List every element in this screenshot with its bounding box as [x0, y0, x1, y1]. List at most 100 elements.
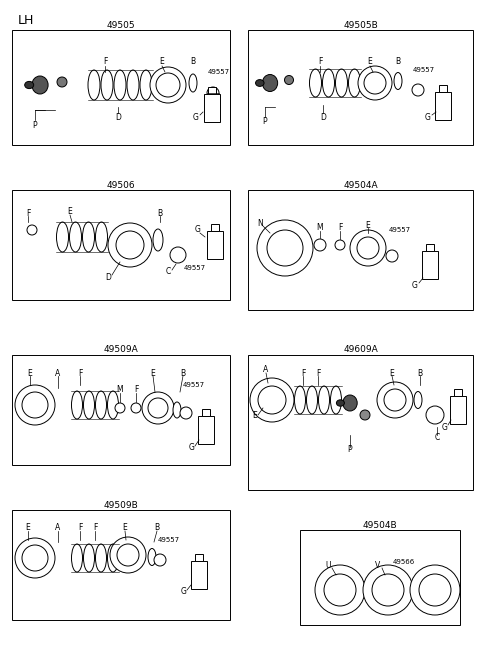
Circle shape	[377, 382, 413, 418]
Text: 49557: 49557	[158, 537, 180, 543]
Circle shape	[335, 240, 345, 250]
Text: 49506: 49506	[107, 181, 135, 189]
Text: V: V	[375, 561, 381, 569]
Ellipse shape	[348, 69, 360, 97]
Circle shape	[148, 398, 168, 418]
Text: E: E	[151, 369, 156, 377]
Ellipse shape	[127, 70, 139, 100]
Ellipse shape	[72, 391, 83, 419]
Circle shape	[108, 223, 152, 267]
Bar	[198, 416, 214, 444]
Text: P: P	[348, 445, 352, 455]
Text: F: F	[78, 369, 82, 377]
Circle shape	[170, 247, 186, 263]
Circle shape	[250, 378, 294, 422]
Circle shape	[419, 574, 451, 606]
Text: B: B	[155, 523, 159, 533]
Circle shape	[115, 403, 125, 413]
Text: N: N	[257, 219, 263, 227]
Ellipse shape	[96, 391, 107, 419]
Bar	[435, 92, 451, 120]
Ellipse shape	[114, 70, 126, 100]
Ellipse shape	[336, 69, 348, 97]
Text: F: F	[26, 208, 30, 217]
Bar	[450, 396, 466, 424]
Ellipse shape	[88, 70, 100, 100]
Text: E: E	[28, 369, 32, 377]
Circle shape	[324, 574, 356, 606]
Text: B: B	[191, 58, 195, 67]
Bar	[208, 87, 216, 94]
Ellipse shape	[96, 544, 107, 572]
Circle shape	[180, 407, 192, 419]
Ellipse shape	[108, 544, 119, 572]
Text: F: F	[134, 386, 138, 394]
Bar	[207, 231, 223, 259]
Ellipse shape	[285, 75, 293, 84]
Circle shape	[360, 410, 370, 420]
Ellipse shape	[57, 222, 69, 252]
Text: B: B	[157, 208, 163, 217]
Text: D: D	[105, 274, 111, 282]
Bar	[12, 510, 230, 620]
Ellipse shape	[57, 77, 67, 87]
Bar	[12, 355, 230, 465]
Circle shape	[386, 250, 398, 262]
Text: B: B	[418, 369, 422, 377]
Text: 49557: 49557	[413, 67, 435, 73]
Text: E: E	[160, 58, 164, 67]
Circle shape	[364, 72, 386, 94]
Text: G: G	[193, 113, 199, 122]
Bar	[454, 389, 462, 396]
Circle shape	[117, 544, 139, 566]
Text: A: A	[55, 523, 60, 533]
Ellipse shape	[394, 73, 402, 90]
Ellipse shape	[307, 386, 317, 414]
Circle shape	[358, 66, 392, 100]
Circle shape	[372, 574, 404, 606]
Circle shape	[357, 237, 379, 259]
Text: D: D	[320, 113, 326, 122]
Text: U: U	[325, 561, 331, 569]
Text: 49557: 49557	[183, 382, 205, 388]
Text: E: E	[25, 523, 30, 533]
Text: D: D	[115, 113, 121, 122]
Text: LH: LH	[18, 14, 35, 27]
Circle shape	[384, 389, 406, 411]
Bar	[422, 251, 438, 279]
Bar	[248, 30, 473, 145]
Ellipse shape	[255, 80, 264, 86]
Ellipse shape	[84, 391, 95, 419]
Circle shape	[258, 386, 286, 414]
Text: C: C	[166, 267, 170, 276]
Ellipse shape	[189, 74, 197, 92]
Ellipse shape	[83, 222, 95, 252]
Circle shape	[116, 231, 144, 259]
Circle shape	[27, 225, 37, 235]
Bar	[211, 224, 219, 231]
Ellipse shape	[310, 69, 322, 97]
Circle shape	[156, 73, 180, 97]
Text: 49504B: 49504B	[363, 521, 397, 529]
Text: E: E	[390, 369, 395, 377]
Bar	[191, 561, 207, 589]
Bar	[439, 85, 447, 92]
Text: E: E	[252, 411, 257, 419]
Circle shape	[267, 230, 303, 266]
Text: 49504A: 49504A	[343, 181, 378, 189]
Ellipse shape	[24, 81, 34, 88]
Text: F: F	[93, 523, 97, 533]
Text: 49566: 49566	[393, 559, 415, 565]
Circle shape	[150, 67, 186, 103]
Circle shape	[412, 84, 424, 96]
Circle shape	[15, 385, 55, 425]
Text: F: F	[316, 369, 320, 377]
Ellipse shape	[153, 229, 163, 251]
Circle shape	[426, 406, 444, 424]
Text: E: E	[68, 208, 72, 217]
Text: E: E	[368, 58, 372, 67]
Text: B: B	[180, 369, 186, 377]
Ellipse shape	[343, 395, 357, 411]
Bar	[195, 554, 203, 561]
Text: 49505: 49505	[107, 20, 135, 29]
